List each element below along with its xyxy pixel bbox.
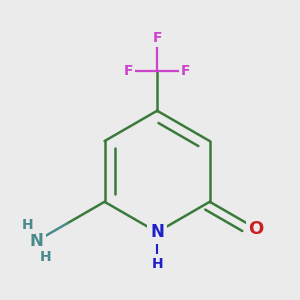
Text: N: N (30, 232, 44, 250)
Text: N: N (150, 223, 164, 241)
Text: F: F (152, 31, 162, 44)
Text: H: H (151, 256, 163, 271)
Text: H: H (21, 218, 33, 232)
Text: F: F (181, 64, 191, 78)
Text: F: F (124, 64, 133, 78)
Text: H: H (40, 250, 52, 264)
Text: O: O (248, 220, 264, 238)
